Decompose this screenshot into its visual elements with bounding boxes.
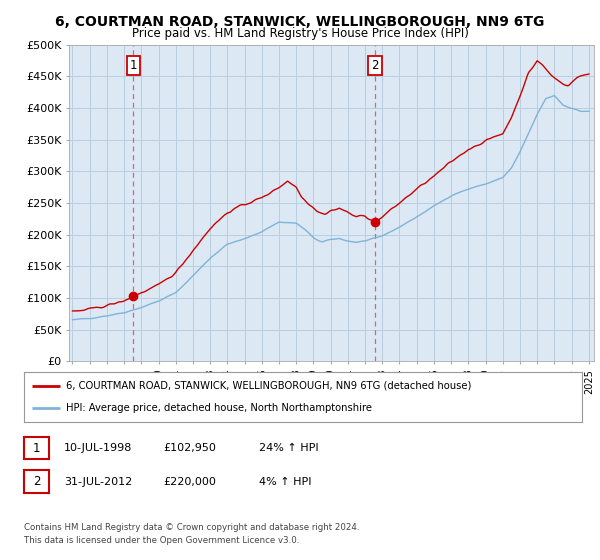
Text: £102,950: £102,950 — [163, 443, 216, 453]
Text: 6, COURTMAN ROAD, STANWICK, WELLINGBOROUGH, NN9 6TG: 6, COURTMAN ROAD, STANWICK, WELLINGBOROU… — [55, 15, 545, 29]
Text: 31-JUL-2012: 31-JUL-2012 — [64, 477, 133, 487]
Text: 6, COURTMAN ROAD, STANWICK, WELLINGBOROUGH, NN9 6TG (detached house): 6, COURTMAN ROAD, STANWICK, WELLINGBOROU… — [66, 381, 471, 391]
Text: 24% ↑ HPI: 24% ↑ HPI — [259, 443, 319, 453]
Text: Price paid vs. HM Land Registry's House Price Index (HPI): Price paid vs. HM Land Registry's House … — [131, 27, 469, 40]
Text: £220,000: £220,000 — [163, 477, 216, 487]
Text: HPI: Average price, detached house, North Northamptonshire: HPI: Average price, detached house, Nort… — [66, 403, 372, 413]
Text: 4% ↑ HPI: 4% ↑ HPI — [259, 477, 312, 487]
Text: 1: 1 — [130, 59, 137, 72]
Text: Contains HM Land Registry data © Crown copyright and database right 2024.: Contains HM Land Registry data © Crown c… — [24, 523, 359, 532]
Text: This data is licensed under the Open Government Licence v3.0.: This data is licensed under the Open Gov… — [24, 536, 299, 545]
Text: 2: 2 — [371, 59, 379, 72]
Text: 2: 2 — [33, 475, 40, 488]
Text: 10-JUL-1998: 10-JUL-1998 — [64, 443, 133, 453]
Text: 1: 1 — [33, 441, 40, 455]
